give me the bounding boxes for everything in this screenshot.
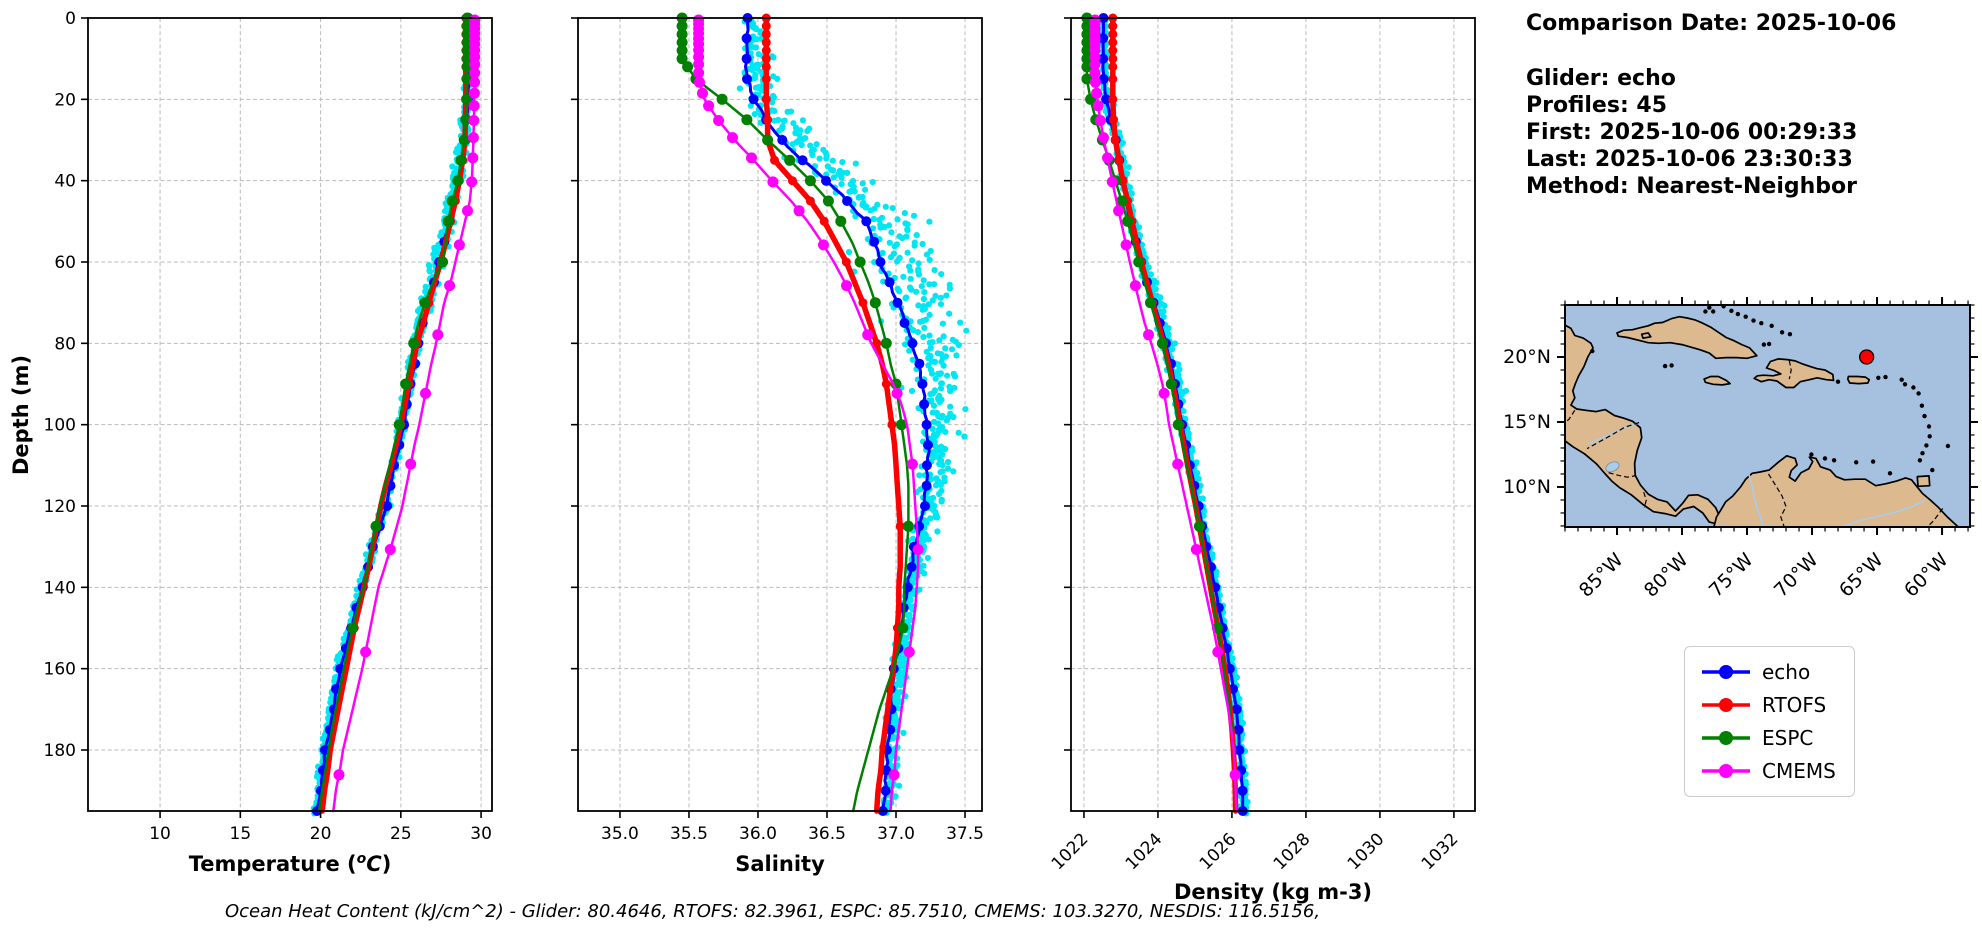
svg-text:85°W: 85°W <box>1575 549 1628 602</box>
legend-item-echo: echo <box>1700 660 1836 684</box>
svg-text:37.0: 37.0 <box>877 824 915 844</box>
svg-text:15°N: 15°N <box>1503 411 1551 433</box>
density-series-RTOFS <box>1108 13 1239 814</box>
map-land <box>1565 315 1960 527</box>
svg-text:Density (kg m-3): Density (kg m-3) <box>1174 880 1372 904</box>
svg-text:30: 30 <box>470 824 492 844</box>
svg-text:0: 0 <box>65 9 76 29</box>
temperature-series-echo <box>312 13 474 816</box>
chart-salinity: 35.0 35.5 36.0 36.5 37.0 37.5 Salinity <box>571 12 984 876</box>
svg-text:180: 180 <box>44 741 76 761</box>
rtofs-line-swatch <box>1702 698 1750 712</box>
svg-text:80°W: 80°W <box>1640 549 1693 602</box>
salinity-series-CMEMS <box>693 14 924 813</box>
density-axes: 1022 1024 1026 1028 1030 1032 Density (kg m-3) <box>1048 17 1476 904</box>
svg-text:75°W: 75°W <box>1705 549 1758 602</box>
svg-text:65°W: 65°W <box>1835 549 1888 602</box>
map-ticks <box>1557 297 1978 535</box>
svg-text:60: 60 <box>54 253 76 273</box>
svg-text:35.5: 35.5 <box>670 824 708 844</box>
svg-text:Temperature (o​C): Temperature (o​C) <box>189 851 392 876</box>
svg-text:1026: 1026 <box>1196 829 1241 874</box>
map-frame <box>1564 304 1971 528</box>
svg-text:37.5: 37.5 <box>946 824 984 844</box>
legend-item-cmems: CMEMS <box>1700 759 1836 783</box>
map-borders <box>1565 360 1944 527</box>
lake-nicaragua <box>1605 461 1620 473</box>
info-panel: Comparison Date: 2025-10-06 Glider: echo… <box>1526 10 1976 200</box>
svg-text:60°W: 60°W <box>1900 549 1953 602</box>
cmems-line-swatch <box>1702 764 1750 778</box>
ocean-heat-content-footer: Ocean Heat Content (kJ/cm^2) - Glider: 8… <box>224 901 1321 922</box>
svg-text:20°N: 20°N <box>1503 346 1551 368</box>
svg-text:Salinity: Salinity <box>735 852 825 876</box>
svg-text:80: 80 <box>54 334 76 354</box>
glider-location-marker <box>1858 349 1875 365</box>
map-inset: 20°N 15°N 10°N 85°W 80°W 75°W 70°W 65°W 60°W <box>1480 250 1982 624</box>
svg-text:20: 20 <box>310 824 332 844</box>
profiles-count: Profiles: 45 <box>1526 93 1668 118</box>
espc-line-swatch <box>1702 731 1750 745</box>
density-series-CMEMS <box>1089 14 1241 813</box>
caribbean-map: 20°N 15°N 10°N 85°W 80°W 75°W 70°W 65°W 60°W <box>1503 297 1978 602</box>
temperature-grid <box>88 17 492 811</box>
temperature-series-RTOFS <box>319 13 471 814</box>
map-small-islands <box>1590 305 1951 476</box>
svg-text:10°N: 10°N <box>1503 476 1551 498</box>
svg-text:10: 10 <box>149 824 171 844</box>
comparison-date: Comparison Date: 2025-10-06 <box>1526 11 1897 36</box>
first-profile-time: First: 2025-10-06 00:29:33 <box>1526 120 1858 145</box>
svg-text:100: 100 <box>44 416 76 436</box>
svg-text:Depth (m): Depth (m) <box>9 355 33 475</box>
method: Method: Nearest-Neighbor <box>1526 174 1857 199</box>
svg-text:120: 120 <box>44 497 76 517</box>
temperature-axes: 10 15 20 25 30 0 20 40 60 80 100 120 140 160 180 Temper… <box>44 9 493 876</box>
svg-text:140: 140 <box>44 578 76 598</box>
temperature-series-CMEMS <box>332 14 481 813</box>
svg-text:1022: 1022 <box>1048 829 1093 874</box>
salinity-axes: 35.0 35.5 36.0 36.5 37.0 37.5 Salinity <box>571 17 984 876</box>
map-rivers <box>1588 421 1926 527</box>
svg-text:36.0: 36.0 <box>739 824 777 844</box>
glider-name: Glider: echo <box>1526 66 1676 91</box>
chart-density: 1022 1024 1026 1028 1030 1032 Density (kg m-3) <box>1048 12 1476 904</box>
svg-text:15: 15 <box>230 824 252 844</box>
svg-text:160: 160 <box>44 660 76 680</box>
svg-text:20: 20 <box>54 90 76 110</box>
depth-axis-label: Depth (m) <box>9 355 33 475</box>
legend-item-rtofs: RTOFS <box>1700 693 1836 717</box>
profile-charts: 10 15 20 25 30 0 20 40 60 80 100 120 140 160 180 Temper… <box>9 9 1476 904</box>
svg-text:35.0: 35.0 <box>601 824 639 844</box>
legend-box: echo RTOFS ESPC CMEMS <box>1684 646 1855 797</box>
svg-text:1032: 1032 <box>1418 829 1463 874</box>
last-profile-time: Last: 2025-10-06 23:30:33 <box>1526 147 1853 172</box>
svg-text:40: 40 <box>54 172 76 192</box>
svg-text:36.5: 36.5 <box>808 824 846 844</box>
svg-text:25: 25 <box>390 824 412 844</box>
salinity-series-RTOFS <box>761 13 905 814</box>
density-grid <box>1071 17 1475 811</box>
legend-item-espc: ESPC <box>1700 726 1836 750</box>
svg-text:1028: 1028 <box>1270 829 1315 874</box>
svg-text:70°W: 70°W <box>1770 549 1823 602</box>
chart-temperature: 10 15 20 25 30 0 20 40 60 80 100 120 140 160 180 Temper… <box>44 9 493 876</box>
svg-text:1024: 1024 <box>1122 829 1167 874</box>
svg-text:1030: 1030 <box>1344 829 1389 874</box>
echo-line-swatch <box>1702 665 1750 679</box>
